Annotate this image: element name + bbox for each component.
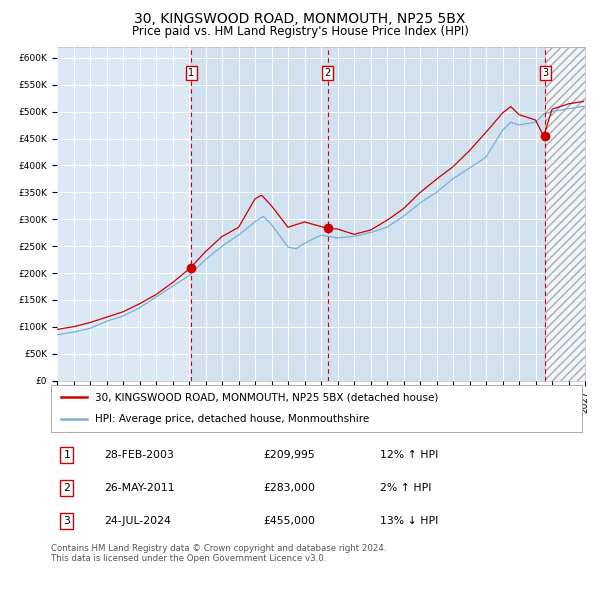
Text: £209,995: £209,995	[263, 450, 315, 460]
Bar	[545, 47, 585, 381]
Text: 1: 1	[188, 68, 194, 78]
Text: 3: 3	[542, 68, 548, 78]
Bar	[191, 47, 545, 381]
Text: 26-MAY-2011: 26-MAY-2011	[104, 483, 175, 493]
Text: 3: 3	[64, 516, 70, 526]
Text: £455,000: £455,000	[263, 516, 316, 526]
Text: 13% ↓ HPI: 13% ↓ HPI	[380, 516, 439, 526]
Text: 1: 1	[64, 450, 70, 460]
Text: 30, KINGSWOOD ROAD, MONMOUTH, NP25 5BX (detached house): 30, KINGSWOOD ROAD, MONMOUTH, NP25 5BX (…	[95, 392, 438, 402]
Text: 2: 2	[64, 483, 70, 493]
Text: 24-JUL-2024: 24-JUL-2024	[104, 516, 171, 526]
Text: 30, KINGSWOOD ROAD, MONMOUTH, NP25 5BX: 30, KINGSWOOD ROAD, MONMOUTH, NP25 5BX	[134, 12, 466, 26]
Text: HPI: Average price, detached house, Monmouthshire: HPI: Average price, detached house, Monm…	[95, 414, 369, 424]
Text: Contains HM Land Registry data © Crown copyright and database right 2024.
This d: Contains HM Land Registry data © Crown c…	[51, 544, 386, 563]
Text: 28-FEB-2003: 28-FEB-2003	[104, 450, 174, 460]
Text: Price paid vs. HM Land Registry's House Price Index (HPI): Price paid vs. HM Land Registry's House …	[131, 25, 469, 38]
Text: £283,000: £283,000	[263, 483, 316, 493]
Bar	[545, 47, 585, 381]
Text: 2% ↑ HPI: 2% ↑ HPI	[380, 483, 432, 493]
Text: 2: 2	[325, 68, 331, 78]
Text: 12% ↑ HPI: 12% ↑ HPI	[380, 450, 439, 460]
